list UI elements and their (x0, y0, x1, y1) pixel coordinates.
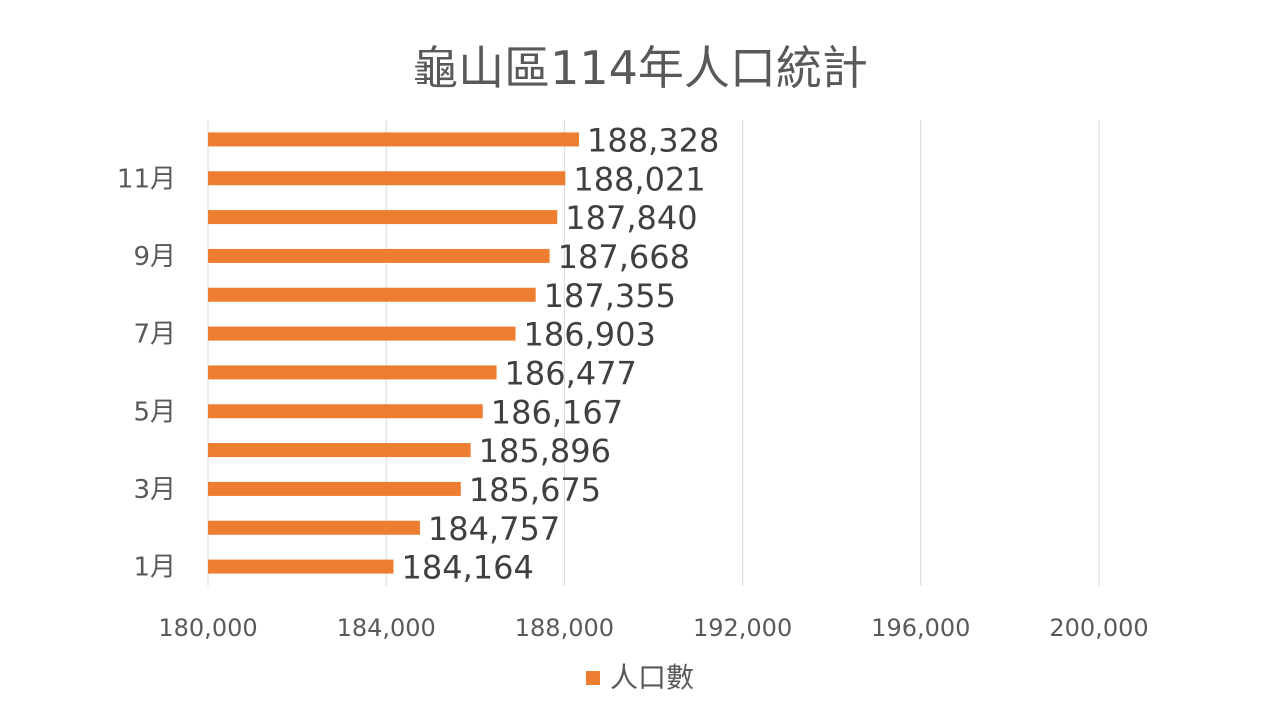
data-label: 185,896 (479, 432, 611, 470)
bar-1月 (208, 559, 394, 574)
legend-label: 人口數 (609, 661, 694, 694)
data-label: 188,328 (587, 121, 719, 159)
y-tick-label: 9月 (133, 242, 176, 272)
data-label: 184,757 (428, 510, 560, 548)
bar-4月 (208, 443, 471, 458)
bar-8月 (208, 287, 536, 302)
data-label: 186,903 (524, 316, 656, 354)
x-tick-label: 192,000 (693, 614, 792, 642)
bar-3月 (208, 481, 461, 496)
bar-6月 (208, 365, 497, 380)
bar-12月 (208, 132, 580, 147)
gridlines (207, 120, 1100, 586)
data-label: 187,355 (544, 277, 676, 315)
x-tick-label: 188,000 (515, 614, 614, 642)
data-label: 188,021 (573, 160, 705, 198)
bar-5月 (208, 404, 483, 419)
bar-7月 (208, 326, 516, 341)
bar-2月 (208, 520, 420, 535)
y-axis-tick-labels: 1月 3月 5月 7月 9月 11月 (117, 164, 176, 582)
data-label: 186,167 (491, 393, 623, 431)
data-labels: 184,164184,757185,675185,896186,167186,4… (402, 121, 720, 586)
x-tick-label: 196,000 (871, 614, 970, 642)
x-tick-label: 180,000 (158, 614, 257, 642)
bar-10月 (208, 210, 558, 225)
y-tick-label: 7月 (133, 320, 176, 350)
data-label: 185,675 (469, 471, 601, 509)
data-label: 184,164 (402, 549, 534, 587)
bars (208, 132, 580, 574)
data-label: 187,668 (558, 238, 690, 276)
y-tick-label: 11月 (117, 164, 176, 194)
x-tick-label: 184,000 (337, 614, 436, 642)
legend: 人口數 (0, 656, 1280, 696)
legend-swatch (585, 671, 600, 685)
bar-9月 (208, 248, 550, 263)
y-tick-label: 5月 (133, 397, 176, 427)
x-axis-tick-labels: 180,000 184,000 188,000 192,000 196,000 200,0… (158, 614, 1148, 642)
y-tick-label: 3月 (133, 475, 176, 505)
data-label: 186,477 (505, 354, 637, 392)
chart-title: 龜山區114年人口統計 (412, 41, 868, 95)
bar-11月 (208, 171, 566, 186)
y-tick-label: 1月 (133, 553, 176, 583)
data-label: 187,840 (565, 199, 697, 237)
x-tick-label: 200,000 (1049, 614, 1148, 642)
